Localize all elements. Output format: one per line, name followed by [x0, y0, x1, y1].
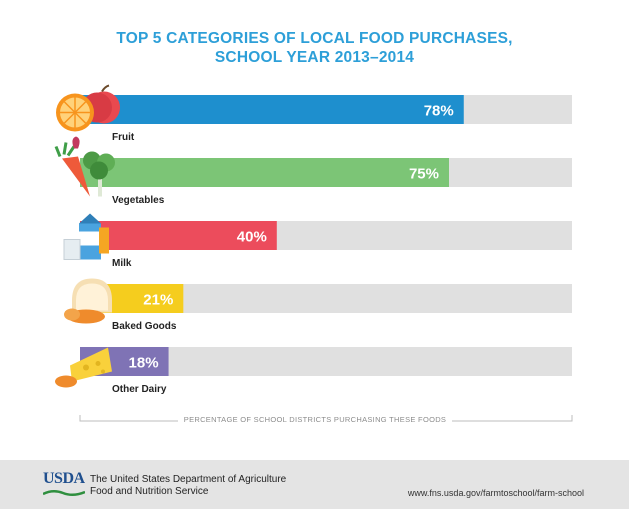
x-axis-label: PERCENTAGE OF SCHOOL DISTRICTS PURCHASIN…: [60, 415, 570, 424]
lettuce-leaf-shape: [90, 161, 108, 180]
bar-chart: 78% Fruit 75% Vegetables 40% Milk 21% Baked Goo…: [54, 84, 573, 422]
cheese-round-shape: [55, 375, 77, 388]
chart-title-line2: SCHOOL YEAR 2013–2014: [214, 49, 415, 66]
category-label: Baked Goods: [112, 321, 177, 332]
bar-value-label: 78%: [424, 103, 454, 120]
croissant-tip-shape: [64, 308, 80, 321]
fruit-icon: [56, 84, 120, 132]
bar-value-label: 18%: [129, 355, 159, 372]
bar-value-label: 40%: [237, 229, 267, 246]
bar-milk: [80, 221, 277, 250]
carrot-shape: [62, 156, 90, 197]
juice-box-shape: [99, 227, 109, 254]
cheese-hole-shape: [83, 364, 89, 371]
footer-url[interactable]: www.fns.usda.gov/farmtoschool/farm-schoo…: [407, 488, 584, 498]
celery-stalk-shape: [98, 164, 102, 197]
agency-line2: Food and Nutrition Service: [90, 486, 209, 497]
orange-segment-line: [74, 111, 87, 124]
footer: USDA The United States Department of Agr…: [0, 460, 629, 509]
usda-logo: USDA: [43, 470, 85, 498]
bread-crumb-shape: [76, 283, 108, 311]
agency-line1: The United States Department of Agricult…: [90, 474, 287, 485]
cheese-hole-shape: [101, 369, 105, 374]
cheese-icon: [55, 347, 112, 388]
bar-vegetables: [80, 158, 449, 187]
radish-leaf-shape: [72, 136, 80, 149]
agency-name: The United States Department of Agricult…: [90, 474, 286, 498]
orange-segment-line: [63, 101, 76, 114]
bar-fruit: [80, 95, 464, 124]
orange-segment-line: [63, 111, 76, 124]
milk-icon: [63, 213, 109, 260]
usda-logo-wave: [43, 490, 85, 496]
bar-value-label: 21%: [143, 292, 173, 309]
apple-stem-shape: [101, 84, 110, 93]
category-label: Milk: [112, 258, 132, 269]
carrot-leaves-shape: [54, 142, 76, 158]
bar-value-label: 75%: [409, 166, 439, 183]
orange-segment-line: [74, 101, 87, 114]
category-label: Vegetables: [112, 195, 165, 206]
chart-title-line1: TOP 5 CATEGORIES OF LOCAL FOOD PURCHASES…: [116, 30, 513, 47]
category-label: Other Dairy: [112, 384, 167, 395]
vegetables-icon: [54, 136, 115, 197]
milk-carton-label-shape: [79, 231, 101, 246]
cheese-hole-shape: [95, 361, 101, 366]
milk-glass-shape: [63, 239, 81, 260]
usda-logo-text: USDA: [43, 470, 85, 487]
category-label: Fruit: [112, 132, 135, 143]
cheese-wedge-shape: [70, 347, 112, 382]
milk-carton-top-shape: [79, 213, 101, 224]
baked-goods-icon: [64, 278, 112, 324]
